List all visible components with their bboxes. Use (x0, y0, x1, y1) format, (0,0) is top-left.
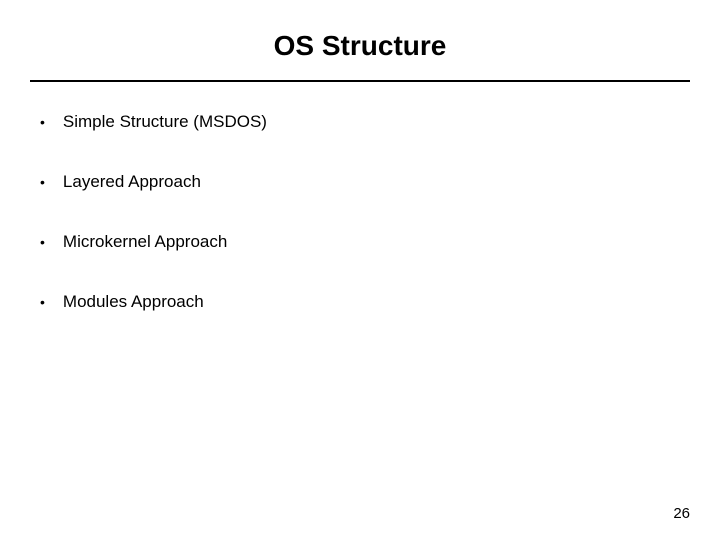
list-item: • Layered Approach (40, 172, 690, 192)
page-number: 26 (673, 505, 690, 522)
title-divider (30, 80, 690, 82)
bullet-text: Microkernel Approach (63, 232, 227, 252)
bullet-text: Modules Approach (63, 292, 204, 312)
bullet-icon: • (40, 292, 45, 312)
bullet-icon: • (40, 232, 45, 252)
slide-container: OS Structure • Simple Structure (MSDOS) … (0, 0, 720, 540)
list-item: • Modules Approach (40, 292, 690, 312)
list-item: • Simple Structure (MSDOS) (40, 112, 690, 132)
bullet-icon: • (40, 112, 45, 132)
bullet-text: Simple Structure (MSDOS) (63, 112, 267, 132)
bullet-text: Layered Approach (63, 172, 201, 192)
bullet-list: • Simple Structure (MSDOS) • Layered App… (30, 112, 690, 312)
bullet-icon: • (40, 172, 45, 192)
list-item: • Microkernel Approach (40, 232, 690, 252)
slide-title: OS Structure (30, 30, 690, 62)
